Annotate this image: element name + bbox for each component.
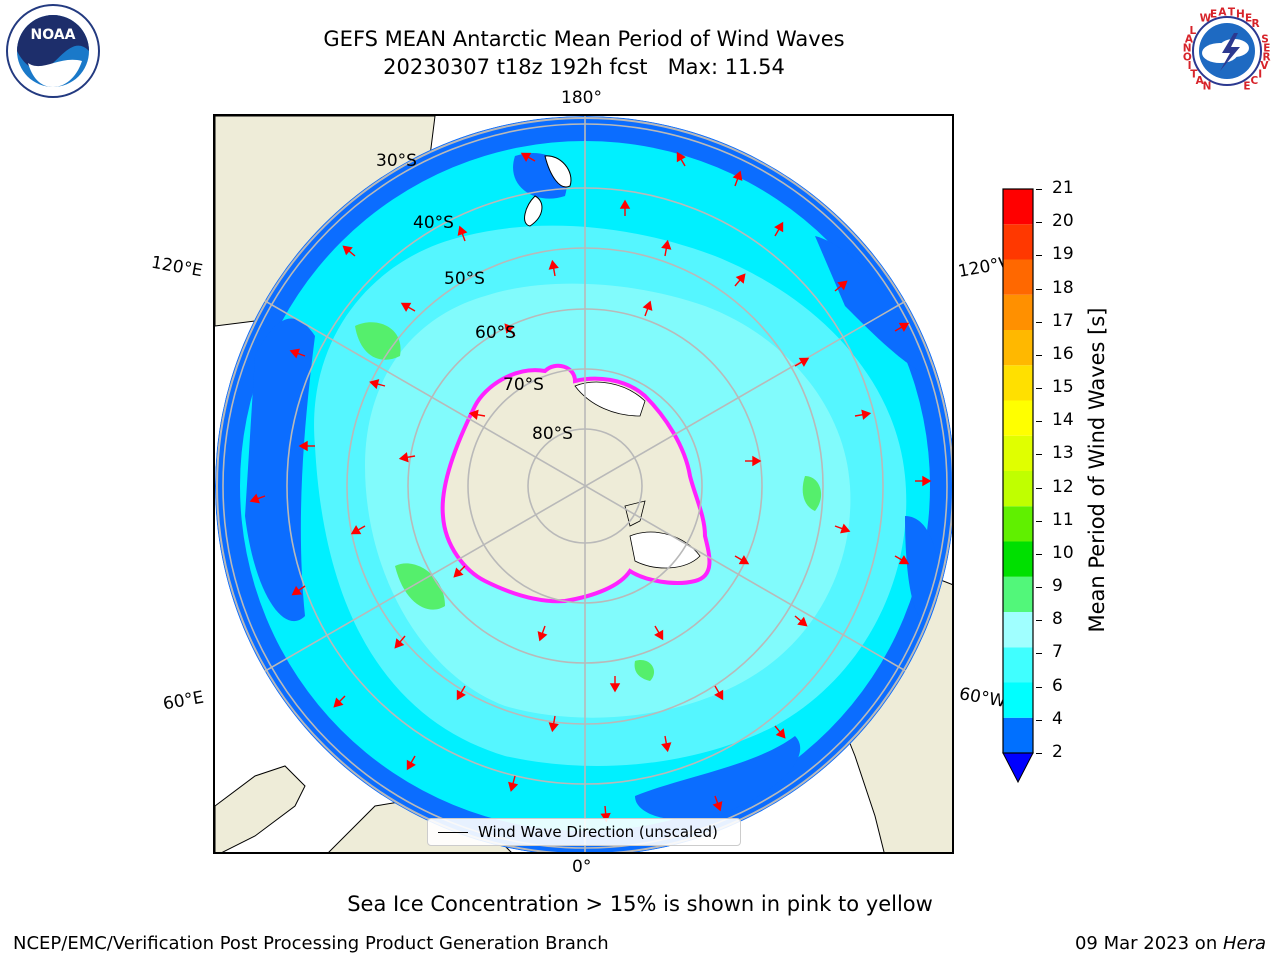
colorbar-tick-mark [1036, 520, 1042, 522]
wind-wave-arrows [249, 151, 932, 823]
colorbar-segment [1003, 471, 1033, 507]
colorbar-tick-mark [1036, 587, 1042, 589]
colorbar-tick-mark [1036, 620, 1042, 622]
nws-logo: NATIONAL WEATHER S E R V I CE [1181, 5, 1273, 97]
lat-label-70s: 70°S [503, 375, 544, 395]
lat-label-80s: 80°S [532, 424, 573, 444]
land-africa [215, 765, 306, 852]
colorbar-tick-mark [1036, 255, 1042, 257]
colorbar-tick-mark [1036, 487, 1042, 489]
lon-label-60e: 60°E [161, 687, 206, 715]
credit-date: 09 Mar 2023 on [1074, 933, 1223, 954]
colorbar-tick-mark [1036, 222, 1042, 224]
colorbar-segment [1003, 682, 1033, 718]
colorbar-segment [1003, 612, 1033, 648]
colorbar-segment [1003, 576, 1033, 612]
colorbar-tick-label: 8 [1052, 609, 1063, 630]
colorbar-tick-mark [1036, 753, 1042, 754]
legend-line-swatch [438, 832, 468, 833]
colorbar-segment [1003, 365, 1033, 401]
credit-right: 09 Mar 2023 on Hera [1075, 933, 1266, 954]
colorbar-tick-label: 18 [1052, 277, 1074, 298]
antarctic-map [215, 116, 952, 852]
colorbar-tick-label: 6 [1052, 675, 1063, 696]
colorbar-segment [1003, 541, 1033, 577]
colorbar-segment [1003, 294, 1033, 330]
colorbar-tick-mark [1036, 454, 1042, 456]
lon-label-180: 180° [561, 88, 602, 108]
colorbar-tick-label: 17 [1052, 310, 1074, 331]
colorbar-tick-label: 15 [1052, 377, 1074, 398]
colorbar-tick-label: 10 [1052, 542, 1074, 563]
colorbar-segment [1003, 435, 1033, 471]
colorbar-tick-label: 2 [1052, 742, 1063, 762]
colorbar-segment [1003, 647, 1033, 683]
credit-left: NCEP/EMC/Verification Post Processing Pr… [13, 933, 609, 954]
colorbar-tick-label: 13 [1052, 443, 1074, 464]
colorbar-tick-mark [1036, 354, 1042, 356]
lat-label-30s: 30°S [376, 151, 417, 171]
colorbar-tick-mark [1036, 653, 1042, 655]
map-title: GEFS MEAN Antarctic Mean Period of Wind … [323, 27, 845, 51]
colorbar-segment [1003, 400, 1033, 436]
colorbar-tick-label: 11 [1052, 509, 1074, 530]
colorbar-tick-label: 9 [1052, 576, 1063, 597]
colorbar-tick-label: 20 [1052, 211, 1074, 232]
lat-label-50s: 50°S [444, 269, 485, 289]
lat-label-40s: 40°S [413, 213, 454, 233]
colorbar-segment [1003, 717, 1033, 753]
map-legend: Wind Wave Direction (unscaled) [427, 818, 741, 846]
colorbar-tick-mark [1036, 686, 1042, 688]
lat-label-60s: 60°S [475, 323, 516, 343]
colorbar-tick-label: 16 [1052, 343, 1074, 364]
colorbar-tick-label: 21 [1052, 178, 1074, 198]
map-subtitle: 20230307 t18z 192h fcst Max: 11.54 [383, 55, 785, 79]
colorbar-tick-label: 4 [1052, 708, 1063, 729]
colorbar-tick-label: 19 [1052, 244, 1074, 265]
lon-label-0: 0° [572, 857, 592, 877]
sea-ice-note: Sea Ice Concentration > 15% is shown in … [347, 892, 933, 916]
credit-host: Hera [1222, 933, 1266, 954]
colorbar-title: Mean Period of Wind Waves [s] [1085, 307, 1109, 633]
colorbar-tick-label: 14 [1052, 410, 1074, 431]
colorbar-tick-mark [1036, 189, 1042, 190]
colorbar-segment [1003, 259, 1033, 295]
colorbar [1002, 188, 1034, 784]
colorbar-tick-label: 12 [1052, 476, 1074, 497]
legend-label: Wind Wave Direction (unscaled) [478, 823, 718, 841]
colorbar-extend-triangle [1002, 752, 1034, 784]
colorbar-tick-label: 7 [1052, 642, 1063, 663]
land-new-zealand [524, 155, 572, 227]
nws-logo-text: NATIONAL WEATHER S E R V I CE [1183, 6, 1271, 92]
colorbar-segment [1003, 506, 1033, 542]
noaa-logo: NOAA [6, 4, 100, 98]
colorbar-segment [1003, 330, 1033, 366]
colorbar-segment [1003, 224, 1033, 260]
colorbar-segment [1003, 189, 1033, 225]
colorbar-tick-mark [1036, 288, 1042, 290]
colorbar-tick-mark [1036, 421, 1042, 423]
lon-label-120e: 120°E [149, 252, 205, 282]
colorbar-tick-mark [1036, 719, 1042, 721]
colorbar-tick-mark [1036, 388, 1042, 390]
colorbar-tick-mark [1036, 553, 1042, 555]
noaa-logo-text: NOAA [31, 27, 76, 43]
colorbar-tick-mark [1036, 321, 1042, 323]
map-frame [213, 114, 954, 854]
